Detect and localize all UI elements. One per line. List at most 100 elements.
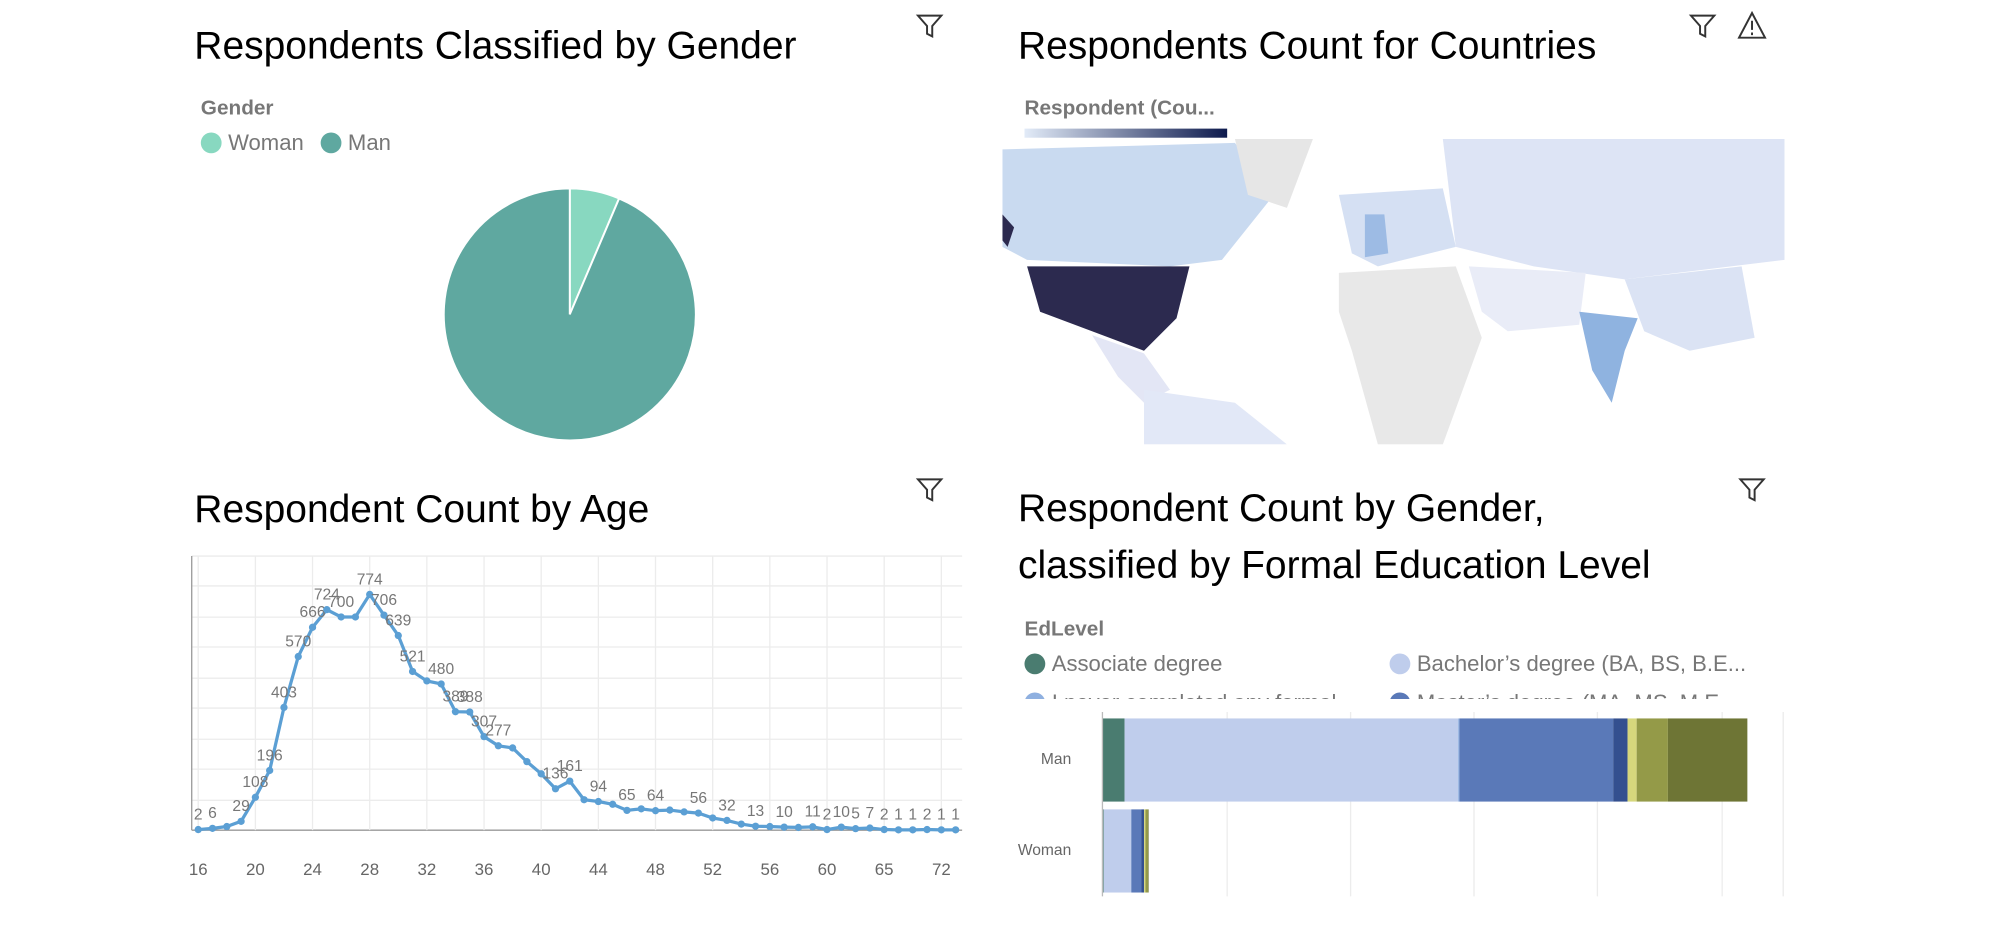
- legend-swatch: [200, 132, 222, 154]
- chart-title: Respondents Classified by Gender: [194, 24, 796, 67]
- x-tick-label: 52: [703, 860, 722, 879]
- data-label: 700: [328, 594, 354, 611]
- bar-segment: [1636, 718, 1668, 802]
- point: [523, 758, 531, 766]
- point: [551, 785, 560, 793]
- bar-segment: [1103, 809, 1132, 893]
- point: [751, 822, 760, 830]
- map: [1002, 139, 1785, 445]
- point: [294, 652, 302, 661]
- data-label: 2: [923, 806, 932, 823]
- data-label: 403: [271, 684, 297, 701]
- bar-segment: [1459, 718, 1614, 802]
- bar-segment: [1144, 809, 1146, 893]
- point: [266, 766, 274, 775]
- data-label: 7: [866, 805, 875, 822]
- bar-segment: [1141, 809, 1145, 893]
- data-label: 389: [442, 689, 468, 706]
- data-label: 521: [400, 648, 426, 665]
- warning-icon[interactable]: [1737, 10, 1767, 39]
- point: [809, 823, 817, 831]
- x-tick-label: 60: [818, 860, 837, 879]
- y-tick-label: Man: [1041, 751, 1071, 768]
- point: [766, 822, 774, 831]
- legend-label: I never completed any formal: [1052, 690, 1337, 715]
- bar-segment: [1102, 809, 1104, 893]
- data-label: 2: [823, 806, 832, 823]
- point: [694, 809, 703, 817]
- legend-label: Associate degree: [1052, 651, 1223, 676]
- point: [323, 606, 331, 614]
- data-label: 570: [285, 633, 311, 650]
- point: [337, 613, 345, 621]
- bar-segment: [1131, 809, 1142, 893]
- data-label: 388: [457, 689, 483, 706]
- data-label: 11: [805, 804, 821, 821]
- point: [937, 826, 945, 834]
- bar-segment: [1458, 718, 1460, 802]
- legend-title: Respondent (Cou...: [1024, 97, 1214, 120]
- x-tick-label: 72: [932, 860, 951, 879]
- point: [737, 820, 745, 828]
- point: [851, 825, 860, 833]
- point: [866, 824, 874, 832]
- point: [637, 805, 645, 813]
- point: [423, 677, 431, 685]
- legend-title: Gender: [201, 97, 274, 120]
- point: [651, 807, 660, 815]
- point: [237, 817, 245, 825]
- point: [508, 744, 517, 752]
- data-label: 56: [690, 790, 707, 807]
- data-label: 724: [314, 586, 340, 603]
- data-label: 1: [937, 807, 946, 824]
- chart-title: Respondent Count by Age: [194, 488, 649, 531]
- data-label: 29: [232, 798, 249, 815]
- filter-icon[interactable]: [915, 478, 944, 502]
- x-tick-label: 48: [646, 860, 665, 879]
- x-tick-label: 20: [246, 860, 265, 879]
- data-label: 706: [371, 592, 397, 609]
- data-label: 13: [747, 803, 764, 820]
- data-label: 307: [471, 713, 497, 730]
- point: [923, 825, 931, 834]
- data-label: 108: [242, 774, 268, 791]
- x-tick-label: 56: [760, 860, 779, 879]
- point: [194, 825, 202, 834]
- filter-icon[interactable]: [915, 14, 944, 38]
- point: [408, 667, 417, 676]
- data-label: 196: [257, 747, 283, 764]
- data-label: 774: [357, 571, 383, 588]
- legend-swatch: [1390, 692, 1410, 699]
- point: [223, 822, 231, 831]
- chart-title-box: Respondent Count by Gender, classified b…: [1018, 487, 1651, 587]
- point: [594, 797, 602, 806]
- bar-segment: [1613, 718, 1628, 802]
- x-tick-label: 36: [475, 860, 494, 879]
- point: [251, 793, 260, 801]
- chart-title: Respondents Count for Countries: [1018, 24, 1596, 67]
- point: [794, 823, 803, 832]
- data-label: 277: [485, 723, 511, 740]
- legend-label: Man: [348, 130, 391, 155]
- point: [709, 814, 717, 822]
- data-label: 32: [718, 797, 735, 814]
- filter-icon[interactable]: [1688, 14, 1717, 38]
- point: [894, 826, 903, 834]
- bar-segment: [1102, 718, 1125, 802]
- point: [308, 623, 317, 631]
- legend: Associate degree Bachelor’s degree (BA, B…: [1024, 651, 1746, 715]
- point: [666, 806, 674, 814]
- data-label: 639: [385, 612, 411, 629]
- data-label: 10: [833, 804, 851, 821]
- point: [380, 611, 388, 619]
- data-label: 94: [590, 778, 608, 795]
- point: [623, 806, 631, 815]
- filter-icon[interactable]: [1738, 478, 1766, 502]
- legend-swatch: [320, 132, 342, 154]
- point: [780, 823, 788, 831]
- point: [609, 800, 617, 808]
- x-tick-label: 65: [875, 860, 894, 879]
- x-tick-label: 40: [532, 860, 551, 879]
- data-label: 5: [851, 805, 860, 822]
